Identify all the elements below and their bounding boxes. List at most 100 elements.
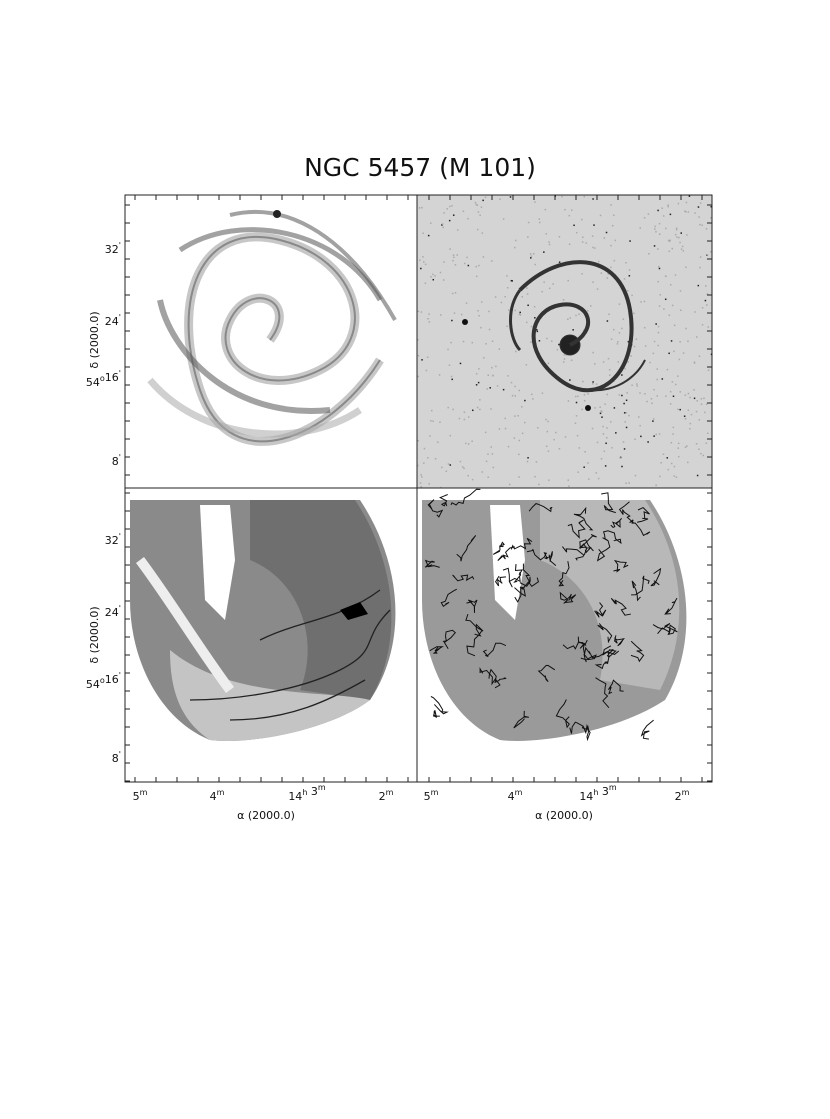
- noise-dot: [421, 476, 423, 478]
- noise-dot: [658, 433, 661, 435]
- noise-dot: [430, 420, 432, 422]
- noise-dot: [570, 209, 573, 211]
- noise-dot: [447, 348, 449, 351]
- noise-dot: [656, 378, 659, 381]
- contour: [579, 534, 597, 552]
- noise-dot: [606, 393, 609, 396]
- noise-dot: [483, 357, 485, 359]
- noise-dot: [621, 374, 623, 376]
- noise-dot: [447, 406, 449, 409]
- noise-dot: [490, 408, 492, 410]
- tick-label-sup: h: [593, 788, 598, 797]
- noise-dot: [636, 385, 639, 387]
- noise-dot: [538, 340, 541, 342]
- noise-dot: [486, 388, 489, 390]
- noise-dot: [453, 256, 455, 259]
- noise-dot: [452, 259, 454, 262]
- noise-dot: [548, 241, 550, 243]
- noise-dot: [618, 303, 621, 305]
- noise-dot: [538, 483, 540, 486]
- noise-dot: [655, 323, 657, 325]
- tick-label-sup: m: [217, 788, 225, 797]
- noise-dot: [681, 245, 684, 248]
- noise-dot: [449, 248, 451, 250]
- noise-dot: [653, 340, 656, 343]
- contour: [466, 630, 483, 657]
- noise-dot: [638, 416, 640, 418]
- noise-dot: [423, 447, 426, 450]
- noise-dot: [670, 441, 673, 444]
- noise-dot: [555, 431, 557, 434]
- noise-dot: [507, 375, 509, 377]
- tick-label: 4m: [210, 788, 225, 803]
- noise-dot: [672, 426, 675, 429]
- noise-dot: [426, 356, 429, 359]
- contour: [513, 710, 530, 729]
- noise-dot: [478, 264, 480, 267]
- panel-dispersion: [417, 488, 712, 782]
- noise-dot: [625, 411, 628, 414]
- noise-dot: [689, 396, 691, 399]
- noise-dot: [682, 352, 685, 354]
- tick-label-part: 2: [675, 790, 682, 803]
- noise-dot: [420, 486, 422, 488]
- noise-dot: [577, 471, 579, 473]
- contour: [502, 567, 521, 588]
- contour: [610, 518, 623, 529]
- noise-dot: [428, 313, 430, 315]
- noise-dot: [563, 354, 566, 356]
- noise-dot: [478, 368, 480, 370]
- noise-dot: [518, 389, 521, 392]
- noise-dot: [581, 218, 583, 221]
- noise-dot: [575, 415, 578, 417]
- noise-dot: [456, 229, 459, 231]
- noise-dot: [710, 353, 712, 356]
- noise-dot: [671, 247, 674, 250]
- noise-dot: [660, 462, 662, 464]
- noise-dot: [675, 227, 678, 230]
- noise-dot: [418, 207, 421, 209]
- noise-dot: [656, 395, 658, 397]
- noise-dot: [687, 461, 689, 464]
- contour: [442, 629, 457, 649]
- noise-dot: [701, 224, 703, 226]
- contour: [629, 519, 651, 537]
- noise-dot: [696, 336, 698, 338]
- noise-dot: [538, 221, 541, 224]
- noise-dot: [677, 447, 680, 449]
- noise-dot: [601, 410, 603, 413]
- noise-dot: [487, 374, 490, 376]
- noise-dot: [498, 348, 501, 350]
- tick-label: 4m: [508, 788, 523, 803]
- noise-dot: [667, 204, 669, 206]
- noise-dot: [568, 243, 571, 246]
- noise-dot: [582, 236, 584, 238]
- noise-dot: [659, 475, 661, 478]
- noise-dot: [452, 254, 455, 256]
- noise-dot: [511, 280, 513, 282]
- noise-dot: [680, 248, 683, 250]
- noise-dot: [671, 381, 674, 383]
- noise-dot: [677, 442, 680, 445]
- contour: [578, 543, 592, 556]
- noise-dot: [699, 202, 702, 204]
- noise-dot: [451, 292, 454, 295]
- noise-dot: [705, 442, 708, 444]
- noise-dot: [526, 293, 529, 295]
- noise-dot: [628, 269, 631, 271]
- noise-dot: [673, 324, 676, 327]
- noise-dot: [462, 340, 465, 343]
- noise-dot: [625, 482, 627, 484]
- noise-dot: [474, 201, 477, 204]
- noise-dot: [625, 261, 627, 264]
- noise-dot: [608, 313, 610, 316]
- contour: [528, 503, 553, 513]
- noise-dot: [429, 435, 431, 437]
- tick-label: 14h 3m: [579, 783, 617, 803]
- noise-dot: [538, 218, 541, 220]
- noise-dot: [508, 309, 510, 311]
- noise-dot: [710, 205, 712, 208]
- contour: [602, 530, 622, 545]
- noise-dot: [465, 442, 467, 445]
- noise-dot: [610, 338, 613, 340]
